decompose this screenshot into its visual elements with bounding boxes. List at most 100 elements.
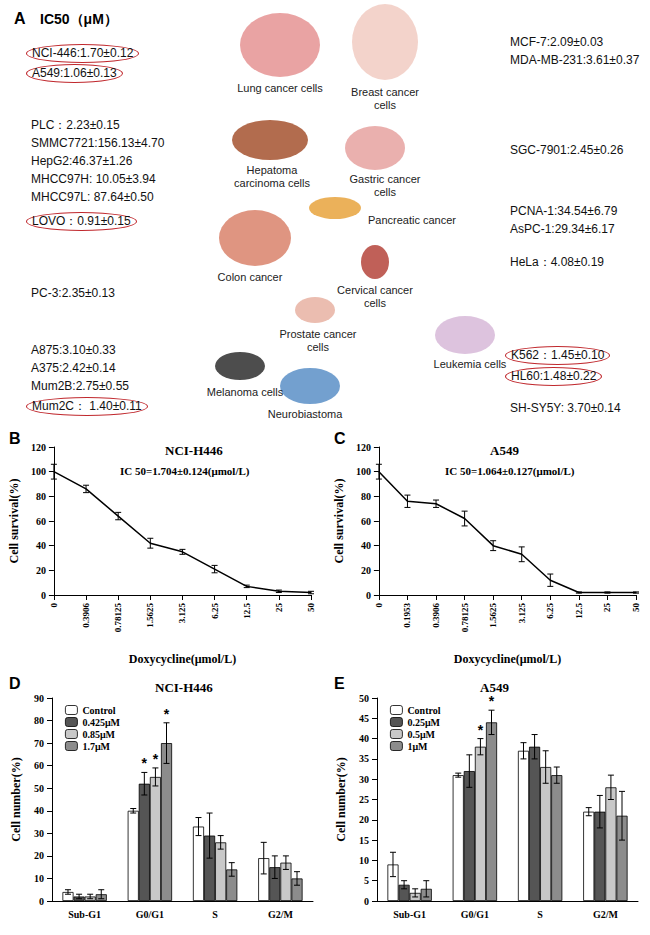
- svg-text:G0/G1: G0/G1: [136, 909, 164, 920]
- svg-text:70: 70: [34, 738, 44, 749]
- svg-text:1.7μM: 1.7μM: [82, 741, 110, 752]
- svg-text:40: 40: [361, 540, 371, 551]
- svg-text:C: C: [334, 430, 346, 447]
- svg-text:S: S: [537, 909, 543, 920]
- svg-text:0: 0: [41, 590, 46, 601]
- svg-text:120: 120: [356, 442, 371, 453]
- svg-text:NCI-H446: NCI-H446: [165, 443, 223, 458]
- svg-text:Control: Control: [82, 705, 115, 716]
- svg-text:1.5625: 1.5625: [145, 603, 155, 628]
- svg-text:Doxycycline(μmol/L): Doxycycline(μmol/L): [454, 652, 561, 666]
- svg-text:10: 10: [34, 873, 44, 884]
- svg-text:1.5625: 1.5625: [488, 603, 498, 628]
- svg-text:0.85μM: 0.85μM: [82, 729, 115, 740]
- svg-text:120: 120: [31, 442, 46, 453]
- svg-text:Cell number(%): Cell number(%): [9, 757, 23, 841]
- svg-text:0.78125: 0.78125: [113, 603, 123, 633]
- svg-text:35: 35: [359, 753, 369, 764]
- svg-text:IC 50=1.064±0.127(μmol/L): IC 50=1.064±0.127(μmol/L): [445, 465, 575, 478]
- html-text:Hepatoma carcinoma cells: Hepatoma carcinoma cells: [234, 164, 310, 189]
- svg-text:G0/G1: G0/G1: [461, 909, 489, 920]
- svg-text:12.5: 12.5: [574, 603, 584, 619]
- svg-text:50: 50: [359, 693, 369, 704]
- svg-text:A549: A549: [490, 443, 519, 458]
- svg-text:D: D: [9, 675, 21, 692]
- svg-text:25: 25: [602, 603, 612, 613]
- svg-text:Sub-G1: Sub-G1: [68, 909, 101, 920]
- svg-text:10: 10: [359, 855, 369, 866]
- svg-text:S: S: [212, 909, 218, 920]
- html-text:IC50（μM）: IC50（μM）: [40, 11, 118, 27]
- svg-text:0: 0: [39, 896, 44, 907]
- svg-text:Cell survival(%): Cell survival(%): [332, 479, 346, 564]
- svg-text:5: 5: [364, 875, 369, 886]
- svg-text:3.125: 3.125: [517, 603, 527, 624]
- svg-text:0.425μM: 0.425μM: [82, 717, 120, 728]
- svg-text:20: 20: [359, 814, 369, 825]
- svg-text:0: 0: [49, 603, 59, 608]
- svg-text:1μM: 1μM: [407, 741, 428, 752]
- html-text:MCF-7:2.09±0.03: MCF-7:2.09±0.03: [510, 35, 604, 49]
- svg-text:Cell number(%): Cell number(%): [334, 757, 348, 841]
- svg-text:50: 50: [306, 603, 316, 613]
- svg-text:60: 60: [361, 516, 371, 527]
- svg-text:*: *: [142, 755, 148, 771]
- svg-text:90: 90: [34, 693, 44, 704]
- svg-text:0.3906: 0.3906: [431, 603, 441, 628]
- svg-text:25: 25: [274, 603, 284, 613]
- svg-text:60: 60: [34, 760, 44, 771]
- svg-text:3.125: 3.125: [177, 603, 187, 624]
- svg-text:G2/M: G2/M: [593, 909, 619, 920]
- svg-text:*: *: [164, 706, 170, 722]
- svg-text:IC 50=1.704±0.124(μmol/L): IC 50=1.704±0.124(μmol/L): [120, 465, 250, 478]
- svg-text:12.5: 12.5: [242, 603, 252, 619]
- svg-text:50: 50: [631, 603, 641, 613]
- svg-text:6.25: 6.25: [210, 603, 220, 619]
- svg-text:0.78125: 0.78125: [460, 603, 470, 633]
- html-text:Breast cancer cells: Breast cancer cells: [351, 86, 419, 111]
- svg-text:15: 15: [359, 835, 369, 846]
- svg-text:40: 40: [34, 805, 44, 816]
- html-text:Gastric cancer cells: Gastric cancer cells: [349, 173, 421, 198]
- svg-text:Cell survival(%): Cell survival(%): [7, 479, 21, 564]
- svg-text:0.5μM: 0.5μM: [407, 729, 435, 740]
- svg-text:80: 80: [36, 491, 46, 502]
- svg-text:B: B: [9, 430, 21, 447]
- svg-text:Sub-G1: Sub-G1: [393, 909, 426, 920]
- svg-text:6.25: 6.25: [545, 603, 555, 619]
- html-text:NCI-446:1.70±0.12: NCI-446:1.70±0.12: [32, 46, 134, 60]
- svg-text:25: 25: [359, 794, 369, 805]
- svg-text:A549: A549: [480, 680, 509, 695]
- html-text:Cervical cancer cells: Cervical cancer cells: [337, 284, 413, 309]
- svg-text:40: 40: [36, 540, 46, 551]
- svg-text:0.25μM: 0.25μM: [407, 717, 440, 728]
- svg-text:30: 30: [359, 774, 369, 785]
- svg-text:NCI-H446: NCI-H446: [155, 680, 213, 695]
- svg-text:0.3906: 0.3906: [81, 603, 91, 628]
- svg-text:50: 50: [34, 783, 44, 794]
- html-text:Prostate cancer cells: Prostate cancer cells: [279, 328, 357, 353]
- svg-text:100: 100: [356, 466, 371, 477]
- svg-text:*: *: [489, 693, 495, 709]
- svg-text:80: 80: [361, 491, 371, 502]
- svg-text:G2/M: G2/M: [268, 909, 294, 920]
- html-text:A549:1.06±0.13: A549:1.06±0.13: [32, 66, 117, 80]
- svg-text:60: 60: [36, 516, 46, 527]
- svg-text:0: 0: [364, 896, 369, 907]
- svg-text:40: 40: [359, 733, 369, 744]
- svg-text:30: 30: [34, 828, 44, 839]
- svg-text:80: 80: [34, 715, 44, 726]
- svg-text:20: 20: [36, 565, 46, 576]
- svg-text:45: 45: [359, 713, 369, 724]
- svg-text:20: 20: [34, 850, 44, 861]
- svg-text:0.1953: 0.1953: [402, 603, 412, 628]
- svg-text:*: *: [153, 751, 159, 767]
- svg-text:Control: Control: [407, 705, 440, 716]
- svg-text:*: *: [478, 722, 484, 738]
- svg-text:0: 0: [374, 603, 384, 608]
- svg-text:100: 100: [31, 466, 46, 477]
- svg-text:Doxycycline(μmol/L): Doxycycline(μmol/L): [129, 652, 236, 666]
- svg-text:E: E: [334, 675, 345, 692]
- svg-text:0: 0: [366, 590, 371, 601]
- svg-text:20: 20: [361, 565, 371, 576]
